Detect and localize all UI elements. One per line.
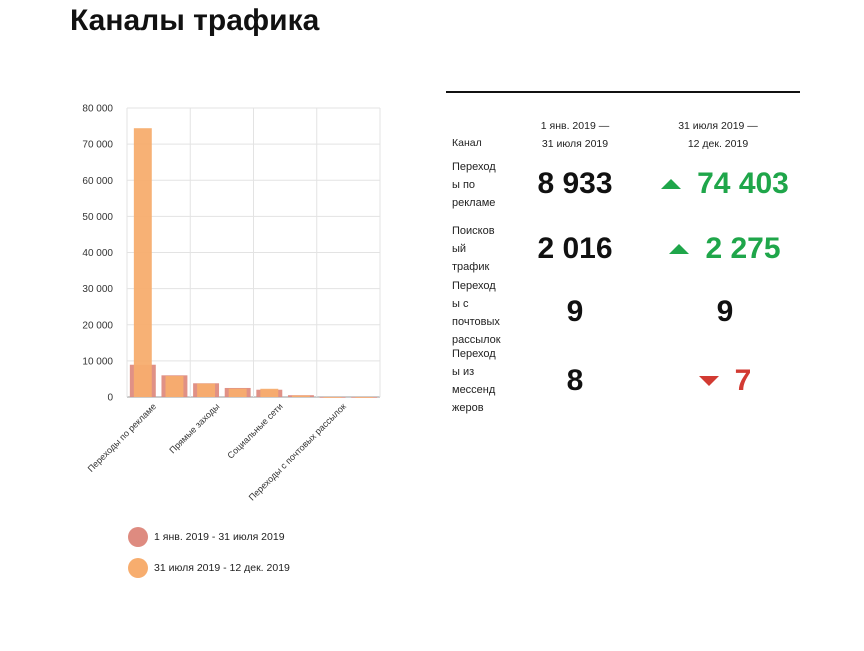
period2-line1: 31 июля 2019 —: [678, 120, 758, 132]
y-tick-label: 80 000: [82, 104, 113, 115]
period1-value: 9: [566, 295, 584, 328]
y-tick-label: 10 000: [82, 356, 113, 367]
row-label-line: рекламе: [452, 197, 496, 209]
period2-line2: 12 дек. 2019: [687, 138, 749, 150]
y-tick-label: 30 000: [82, 284, 113, 295]
bar-series2: [228, 388, 247, 397]
x-tick-label: Прямые заходы: [167, 401, 221, 455]
table-header-period1: 1 янв. 2019 — 31 июля 2019: [515, 117, 635, 153]
row-label-line: мессенд: [452, 384, 496, 396]
row-label-line: Переход: [452, 348, 496, 360]
page-title: Каналы трафика: [70, 4, 320, 37]
bar-series2: [197, 383, 216, 397]
y-tick-label: 50 000: [82, 212, 113, 223]
legend-label-series1: 1 янв. 2019 - 31 июля 2019: [154, 531, 285, 543]
period2-value-text: 2 275: [705, 232, 781, 265]
bar-series2: [291, 395, 310, 397]
row-label: Переход ы с почтовых рассылок: [452, 277, 508, 349]
period1-value: 8: [566, 364, 584, 397]
trend-down-icon: [698, 376, 719, 386]
period2-value-text: 9: [716, 295, 734, 328]
row-label-line: почтовых: [452, 316, 500, 328]
y-tick-label: 0: [107, 393, 113, 404]
row-label-line: ы из: [452, 366, 475, 378]
bar-series2: [165, 376, 184, 397]
row-label-line: Переход: [452, 161, 496, 173]
bar-series2: [355, 396, 374, 398]
bar-series2: [323, 396, 342, 398]
row-label-line: ый: [452, 243, 467, 255]
row-label: Переход ы по рекламе: [452, 158, 508, 212]
traffic-bar-chart: 0 10 000 20 000 30 000 40 000 50 000 60 000 70 …: [82, 104, 381, 503]
row-label-line: рассылок: [452, 334, 501, 346]
legend-label-series2: 31 июля 2019 - 12 дек. 2019: [154, 562, 290, 574]
table-top-rule: [446, 91, 800, 93]
table-header-channel: Канал: [452, 137, 482, 149]
row-label-line: Переход: [452, 280, 496, 292]
row-label-line: ы с: [452, 298, 469, 310]
row-label-line: Поисков: [452, 225, 495, 237]
period1-value: 2 016: [537, 232, 613, 265]
bar-series2: [133, 128, 152, 397]
y-tick-label: 60 000: [82, 176, 113, 187]
period2-value: 74 403: [640, 167, 810, 201]
row-label: Переход ы из мессенд жеров: [452, 345, 508, 417]
x-tick-label: Социальные сети: [225, 401, 284, 460]
trend-up-icon: [661, 179, 682, 189]
y-tick-label: 40 000: [82, 248, 113, 259]
row-label-line: трафик: [452, 261, 490, 273]
trend-up-icon: [669, 244, 690, 254]
row-label: Поисков ый трафик: [452, 222, 508, 276]
period2-value: 7: [640, 364, 810, 398]
x-tick-label: Переходы по рекламе: [86, 401, 159, 474]
period2-value: 2 275: [640, 232, 810, 266]
table-header-period2: 31 июля 2019 — 12 дек. 2019: [658, 117, 778, 153]
period2-value-text: 7: [734, 364, 752, 397]
bar-series2: [260, 388, 279, 397]
legend-item-series1[interactable]: 1 янв. 2019 - 31 июля 2019: [128, 527, 285, 547]
period2-value-text: 74 403: [697, 167, 789, 200]
row-label-line: жеров: [452, 402, 484, 414]
period1-line2: 31 июля 2019: [541, 138, 609, 150]
period2-value: 9: [640, 295, 810, 329]
legend-swatch-series2: [128, 558, 148, 578]
legend-item-series2[interactable]: 31 июля 2019 - 12 дек. 2019: [128, 558, 290, 578]
legend-swatch-series1: [128, 527, 148, 547]
y-tick-label: 70 000: [82, 140, 113, 151]
y-tick-label: 20 000: [82, 320, 113, 331]
period1-value: 8 933: [537, 167, 613, 200]
period1-line1: 1 янв. 2019 —: [540, 120, 610, 132]
row-label-line: ы по: [452, 179, 476, 191]
